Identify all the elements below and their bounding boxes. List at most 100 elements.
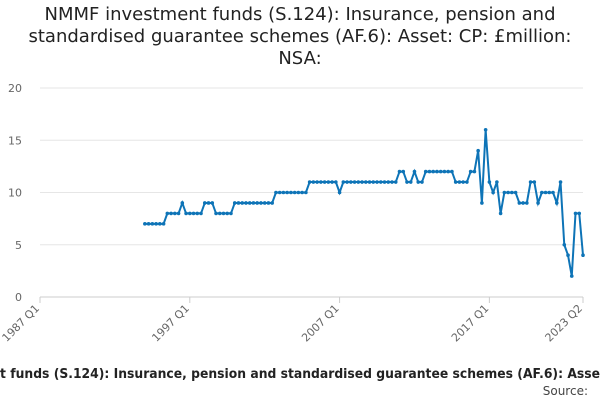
- data-point: [337, 190, 342, 195]
- data-point: [199, 211, 203, 216]
- data-point: [247, 201, 252, 205]
- data-point: [345, 180, 349, 184]
- data-point: [581, 253, 585, 257]
- x-tick-label: 2023 Q2: [543, 302, 586, 345]
- data-point: [202, 201, 207, 205]
- data-point: [292, 190, 297, 195]
- data-point: [158, 222, 162, 226]
- footer-title: t funds (S.124): Insurance, pension and …: [0, 367, 600, 382]
- data-point: [240, 201, 245, 205]
- y-tick-label: 20: [8, 82, 22, 95]
- data-point: [435, 169, 439, 174]
- data-point: [330, 180, 334, 184]
- data-point: [401, 169, 406, 174]
- data-point: [232, 201, 237, 205]
- data-point: [513, 190, 518, 195]
- data-point: [408, 180, 413, 184]
- data-point: [311, 180, 316, 184]
- data-point: [184, 211, 188, 216]
- data-point: [195, 211, 200, 216]
- data-point: [296, 190, 301, 195]
- data-point: [244, 201, 248, 205]
- y-tick-label: 10: [8, 187, 22, 200]
- data-point: [259, 201, 263, 205]
- data-point: [266, 201, 271, 205]
- data-point: [285, 190, 289, 195]
- data-point: [217, 211, 222, 216]
- data-point: [577, 211, 582, 216]
- data-point: [277, 190, 282, 195]
- data-point: [476, 148, 480, 153]
- data-point: [506, 190, 510, 195]
- data-point: [566, 253, 570, 257]
- data-point: [547, 190, 552, 195]
- data-point: [483, 128, 488, 132]
- x-tick-label: 1997 Q1: [149, 302, 192, 345]
- data-point: [214, 211, 218, 216]
- x-tick-label: 2017 Q1: [449, 302, 492, 345]
- data-point: [472, 169, 477, 174]
- data-point: [315, 180, 319, 184]
- data-point: [289, 190, 293, 195]
- data-point: [423, 169, 428, 174]
- data-point: [169, 211, 173, 216]
- data-point: [573, 211, 578, 216]
- data-point: [405, 180, 409, 184]
- source: Source:: [543, 384, 588, 398]
- data-point: [468, 169, 473, 174]
- data-point: [442, 169, 447, 174]
- data-point: [517, 201, 522, 205]
- data-point: [150, 222, 155, 226]
- data-point: [251, 201, 256, 205]
- data-point: [562, 242, 567, 247]
- data-point: [326, 180, 331, 184]
- data-point: [176, 211, 181, 216]
- data-point: [210, 201, 215, 205]
- data-point: [349, 180, 353, 184]
- data-point: [502, 190, 507, 195]
- data-point: [416, 180, 421, 184]
- data-point: [461, 180, 465, 184]
- data-point: [270, 201, 274, 205]
- data-point: [525, 201, 529, 205]
- data-point: [386, 180, 391, 184]
- data-point: [412, 169, 417, 174]
- data-point: [229, 211, 233, 216]
- data-point: [341, 180, 346, 184]
- data-point: [536, 201, 540, 205]
- data-point: [300, 190, 304, 195]
- data-point: [558, 180, 563, 184]
- data-point: [236, 201, 241, 205]
- data-point: [431, 169, 436, 174]
- data-point: [397, 169, 402, 174]
- data-point: [551, 190, 555, 195]
- y-tick-label: 15: [8, 134, 22, 147]
- data-point: [393, 180, 398, 184]
- data-point: [457, 180, 462, 184]
- data-point: [187, 211, 192, 216]
- data-point: [453, 180, 458, 184]
- data-point: [274, 190, 278, 195]
- data-point: [191, 211, 196, 216]
- data-point: [465, 180, 469, 184]
- series-line: [144, 129, 584, 277]
- data-point: [371, 180, 376, 184]
- data-point: [143, 222, 147, 226]
- chart-title: NMMF investment funds (S.124): Insurance…: [28, 4, 572, 69]
- data-point: [446, 169, 450, 174]
- data-point: [221, 211, 226, 216]
- data-point: [540, 190, 544, 195]
- data-point: [487, 180, 492, 184]
- data-point: [382, 180, 387, 184]
- data-point: [161, 222, 166, 226]
- data-point: [334, 180, 338, 184]
- data-point: [304, 190, 308, 195]
- data-point: [569, 274, 574, 278]
- data-point: [356, 180, 361, 184]
- data-point: [510, 190, 514, 195]
- data-point: [367, 180, 372, 184]
- data-point: [498, 211, 503, 216]
- data-point: [480, 201, 484, 205]
- y-tick-label: 5: [15, 239, 22, 252]
